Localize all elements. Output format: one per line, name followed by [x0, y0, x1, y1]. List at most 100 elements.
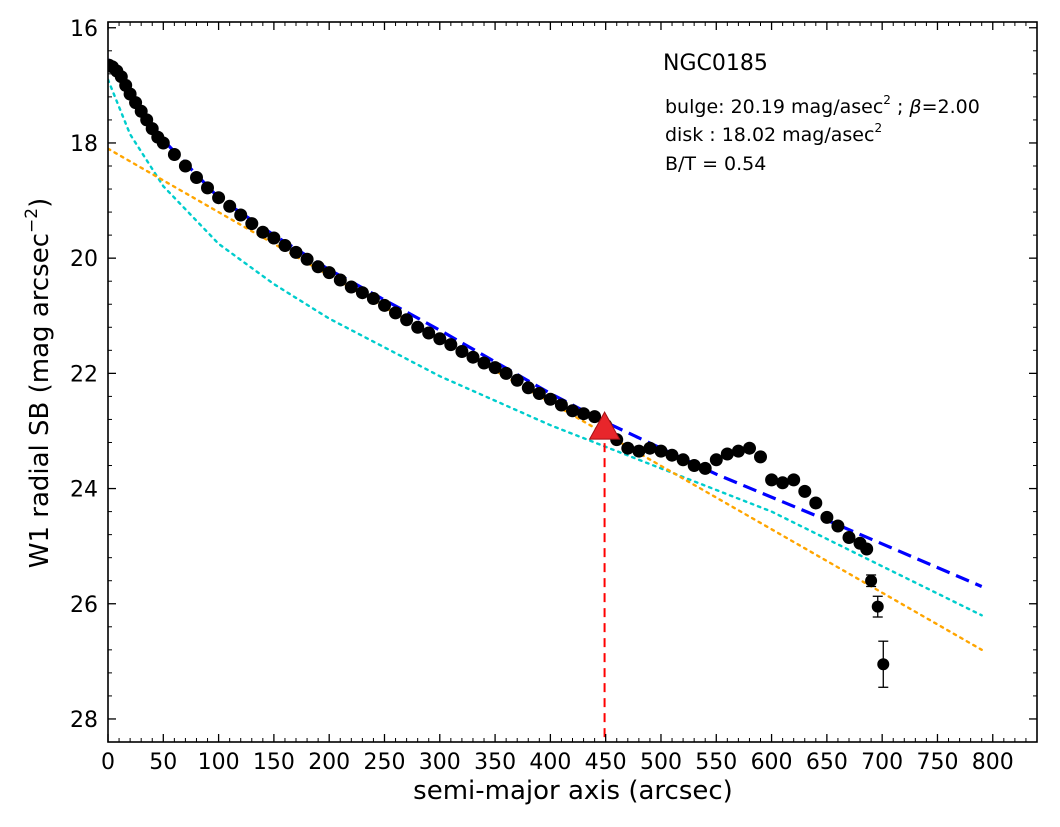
x-tick-label: 0	[101, 750, 115, 775]
x-tick-label: 750	[916, 750, 958, 775]
data-point	[444, 338, 458, 352]
data-point	[178, 159, 192, 173]
data-point	[765, 473, 779, 487]
data-point	[156, 136, 170, 150]
data-point	[245, 217, 259, 231]
data-point	[400, 313, 414, 327]
data-point	[455, 345, 469, 358]
y-axis-label-end: )	[25, 198, 55, 208]
outer-data-point	[871, 600, 884, 613]
x-tick-label: 50	[149, 750, 177, 775]
data-point	[167, 148, 181, 161]
disk-annotation: disk : 18.02 mag/asec2	[665, 121, 882, 146]
data-point	[289, 245, 303, 259]
observed-points	[108, 58, 874, 556]
data-point	[632, 444, 646, 458]
data-point	[654, 444, 668, 458]
data-point	[300, 252, 314, 266]
data-point	[256, 225, 270, 239]
data-point	[190, 171, 203, 184]
y-tick-label: 22	[70, 362, 98, 387]
data-point	[698, 461, 712, 475]
axis-layer: 0 50 100 150 200 250 300 350 400 450 500 550 600 650 7…	[70, 17, 1038, 775]
bulge-annotation: bulge: 20.19 mag/asec2 ; β=2.00	[665, 93, 980, 118]
y-tick-label: 26	[70, 593, 98, 618]
y-axis-label-sup: −2	[22, 208, 42, 233]
data-point	[344, 280, 358, 294]
x-tick-label: 250	[363, 750, 405, 775]
data-point	[201, 181, 214, 195]
x-tick-label: 400	[529, 750, 571, 775]
bt-annotation: B/T = 0.54	[665, 153, 766, 175]
outer-data-point	[877, 658, 890, 671]
data-point	[787, 473, 801, 487]
disk-annotation-prefix: disk : 18.02 mag/asec	[665, 124, 874, 146]
data-point	[743, 441, 756, 455]
data-point	[521, 381, 535, 395]
data-point	[311, 260, 325, 274]
data-point	[809, 496, 823, 510]
data-point	[466, 350, 480, 364]
chart-title: NGC0185	[663, 51, 768, 76]
x-tick-label: 800	[972, 750, 1014, 775]
x-tick-label: 350	[474, 750, 516, 775]
data-point	[543, 392, 557, 406]
bulge-annotation-beta-symbol: β	[908, 96, 921, 118]
x-tick-label: 600	[751, 750, 793, 775]
break-radius-marker	[588, 411, 621, 440]
y-tick-label: 20	[70, 247, 98, 272]
data-point	[577, 407, 591, 421]
x-tick-label: 100	[198, 750, 240, 775]
data-point	[212, 191, 226, 205]
data-point	[532, 387, 546, 400]
data-point	[322, 266, 336, 280]
disk-annotation-sup: 2	[874, 121, 882, 135]
data-point	[477, 356, 491, 370]
data-point	[665, 448, 679, 462]
data-point	[720, 447, 734, 461]
bulge-annotation-prefix: bulge: 20.19 mag/asec	[665, 96, 883, 118]
y-tick-label: 16	[70, 17, 98, 42]
x-tick-label: 650	[806, 750, 848, 775]
y-axis-label-main: W1 radial SB (mag arcsec	[25, 233, 55, 568]
data-point	[798, 484, 812, 498]
data-point	[731, 444, 745, 458]
data-point	[643, 441, 657, 455]
data-point	[621, 441, 635, 455]
bulge-annotation-sep: ;	[891, 96, 909, 118]
bulge-annotation-beta-value: =2.00	[922, 96, 980, 118]
data-point	[234, 208, 248, 222]
data-point	[267, 231, 281, 245]
data-point	[676, 453, 690, 467]
data-point	[378, 298, 391, 312]
x-tick-label: 300	[419, 750, 461, 775]
y-tick-label: 28	[70, 708, 98, 733]
plot-layer	[108, 58, 983, 742]
data-point	[355, 286, 369, 300]
data-point	[709, 453, 723, 467]
y-tick-label: 24	[70, 478, 98, 503]
data-point	[366, 292, 380, 305]
x-tick-label: 550	[695, 750, 737, 775]
bulge-model-line	[108, 78, 983, 617]
data-point	[333, 273, 347, 287]
data-point	[754, 450, 767, 464]
x-tick-label: 450	[585, 750, 627, 775]
data-point	[510, 373, 524, 387]
data-point	[411, 320, 425, 334]
bulge-annotation-sup: 2	[883, 93, 891, 107]
data-point	[488, 361, 502, 375]
plot-frame	[107, 21, 1038, 743]
data-point	[422, 326, 436, 340]
data-point	[588, 410, 602, 424]
data-point	[842, 531, 856, 544]
data-point	[687, 459, 701, 472]
data-point	[499, 366, 513, 380]
data-point	[223, 199, 237, 213]
y-tick-label: 18	[70, 132, 98, 157]
y-axis-label: W1 radial SB (mag arcsec−2)	[22, 198, 55, 568]
x-tick-label: 200	[308, 750, 350, 775]
data-point	[278, 239, 292, 252]
data-point	[831, 519, 845, 533]
